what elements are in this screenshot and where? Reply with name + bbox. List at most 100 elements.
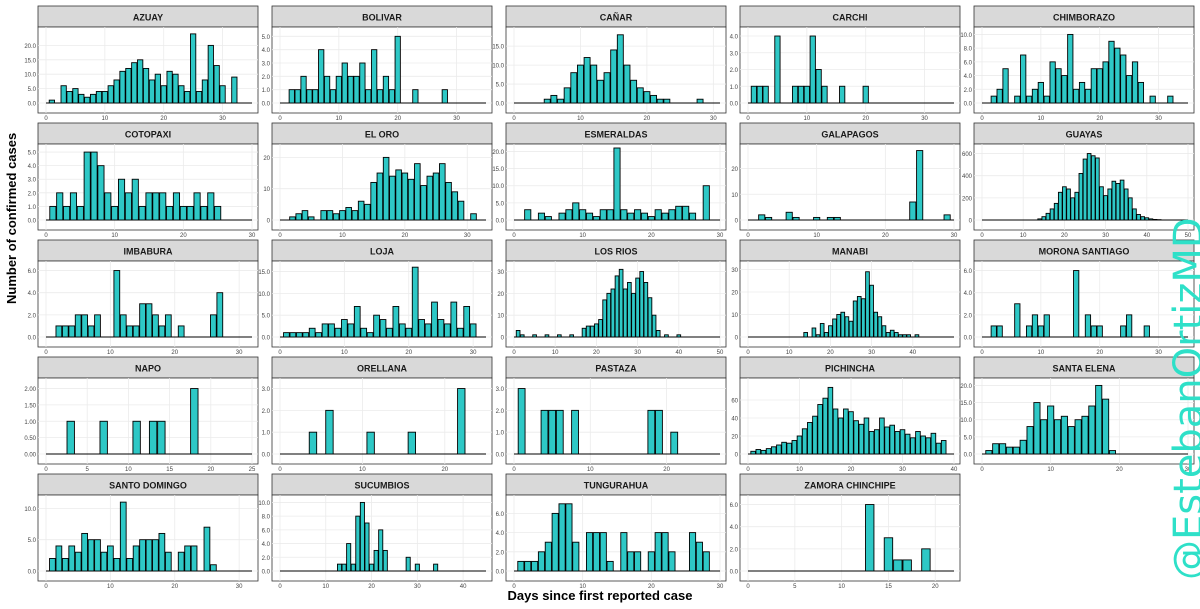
y-tick-label: 0 (735, 219, 739, 225)
bar (1025, 95, 1033, 104)
bar (543, 98, 551, 104)
bar (627, 282, 632, 338)
bar (388, 89, 395, 104)
bar (131, 178, 139, 221)
bar (457, 388, 466, 455)
x-tick-label: 20 (180, 233, 187, 239)
bar (682, 205, 690, 221)
bar (74, 551, 82, 572)
bar (863, 417, 870, 455)
bar (94, 314, 101, 338)
bar (1115, 182, 1121, 221)
bar (985, 450, 993, 455)
bar (996, 88, 1003, 104)
bar (1037, 81, 1044, 104)
bar (157, 420, 166, 455)
bar (1128, 197, 1133, 221)
bar (558, 503, 566, 572)
bar (335, 75, 342, 104)
bar (893, 559, 903, 572)
y-axis-label-wrap: Number of confirmed cases (0, 0, 19, 304)
x-tick-label: 10 (341, 350, 348, 356)
x-tick-label: 30 (868, 350, 875, 356)
facet-title: GUAYAS (1066, 130, 1103, 140)
bar (433, 563, 439, 572)
bar (184, 91, 191, 104)
y-tick-label: 20 (497, 292, 504, 298)
bar (654, 532, 662, 572)
bar (398, 323, 406, 338)
bar (1111, 180, 1117, 221)
bar (906, 334, 911, 338)
bar (355, 515, 361, 572)
x-tick-label: 0 (512, 116, 516, 122)
bar (551, 512, 559, 572)
bar (1057, 191, 1063, 221)
bar (131, 62, 138, 104)
bar (853, 420, 859, 455)
bar (592, 216, 600, 221)
bar (750, 85, 757, 104)
bar (992, 443, 1000, 455)
bar (610, 49, 618, 104)
bar (463, 306, 471, 338)
bar (283, 332, 290, 338)
bar (696, 98, 704, 104)
y-tick-label: 0.0 (730, 102, 739, 108)
facet-title: LOJA (370, 247, 395, 257)
bar (432, 172, 440, 221)
facet-title: CHIMBORAZO (1053, 13, 1115, 23)
bar (572, 541, 580, 572)
bar (647, 216, 655, 221)
bar (341, 319, 348, 338)
bar (119, 314, 127, 338)
bar (78, 93, 85, 104)
bar (884, 426, 890, 455)
facet-title: AZUAY (133, 13, 163, 23)
bar (200, 205, 208, 221)
bar (616, 34, 624, 104)
y-tick-label: 0 (735, 453, 739, 459)
bar (61, 558, 69, 572)
y-tick-label: 600 (962, 152, 973, 158)
y-tick-label: 0 (267, 219, 271, 225)
x-tick-label: 0 (278, 116, 282, 122)
bar (420, 185, 427, 221)
bar (190, 545, 198, 572)
bar (585, 212, 594, 221)
bar (760, 449, 767, 455)
bar (325, 409, 334, 455)
bar (231, 76, 238, 104)
bar (606, 560, 614, 572)
x-tick-label: 30 (717, 233, 724, 239)
bar (137, 59, 144, 104)
bar (353, 75, 360, 104)
bar (1067, 33, 1074, 104)
bar (1060, 415, 1068, 455)
bar (177, 551, 185, 572)
bar (1031, 314, 1039, 338)
bar (902, 559, 912, 572)
bar (179, 205, 187, 221)
bar (537, 551, 546, 572)
bar (166, 205, 174, 221)
bar (379, 319, 387, 338)
x-tick-label: 10 (336, 116, 343, 122)
bar (1148, 218, 1154, 221)
bar (89, 93, 97, 104)
y-tick-label: 3.0 (262, 387, 271, 393)
bar (758, 214, 766, 221)
facet-title: SANTO DOMINGO (109, 481, 187, 491)
bar (599, 532, 607, 572)
y-tick-label: 8.0 (262, 515, 271, 521)
y-tick-label: 1.00 (24, 420, 36, 426)
bar (376, 89, 384, 104)
y-tick-label: 0.0 (28, 102, 37, 108)
bar (921, 548, 931, 572)
bar (943, 214, 951, 221)
bar (585, 325, 591, 338)
x-tick-label: 20 (1116, 467, 1123, 473)
bar (166, 70, 173, 104)
x-tick-label: 10 (322, 584, 329, 590)
